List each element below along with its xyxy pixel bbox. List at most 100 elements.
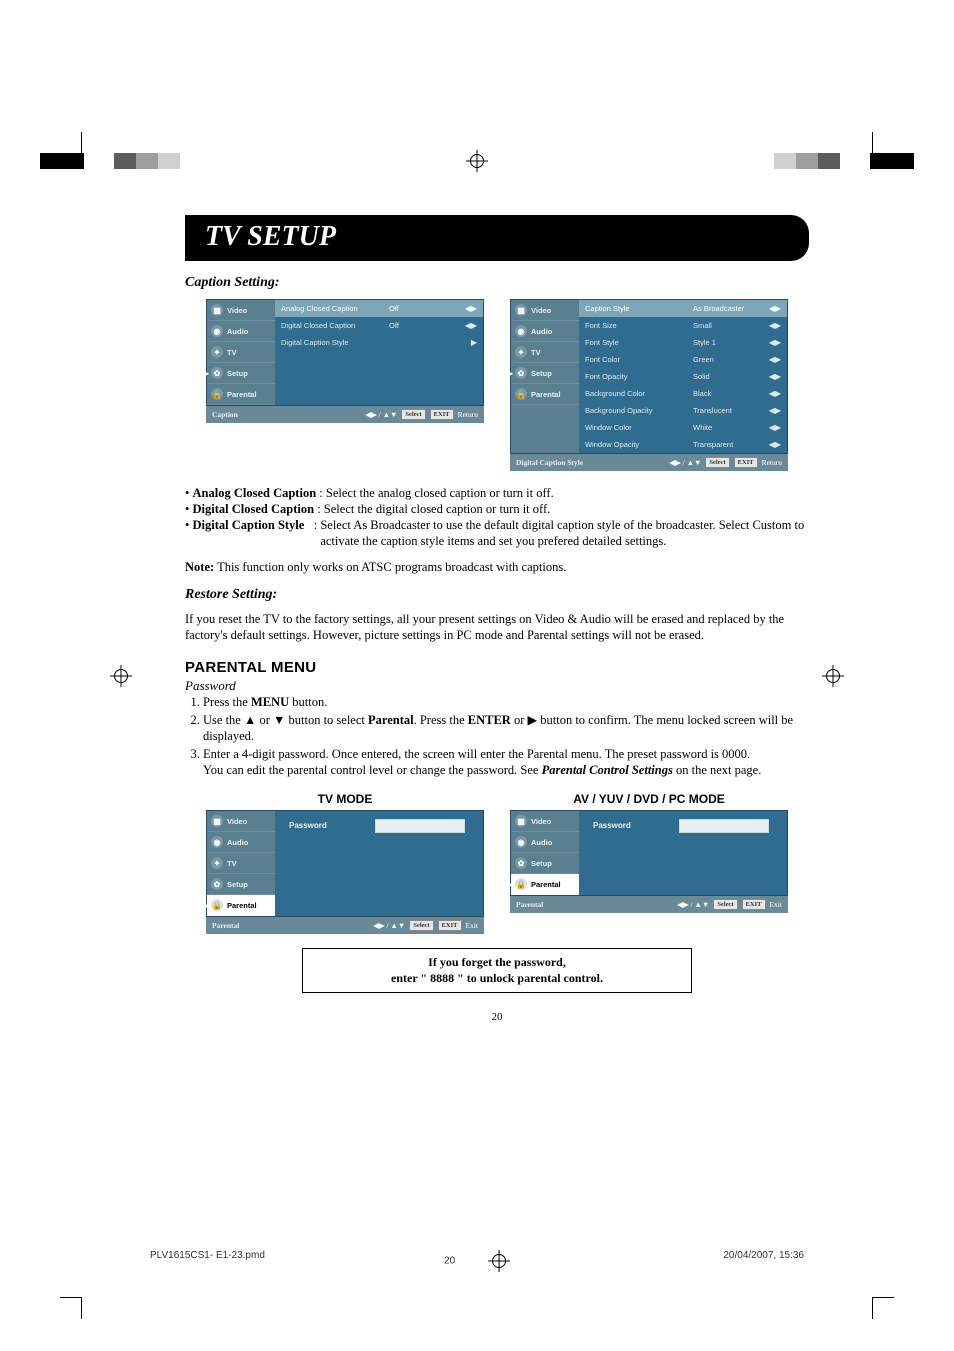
- sidebar-item-video: ▦Video: [207, 300, 275, 321]
- arrow-icon: ◀▶: [769, 304, 781, 313]
- step-1: Press the MENU button.: [203, 694, 809, 710]
- footer-timestamp: 20/04/2007, 15:36: [723, 1250, 804, 1261]
- step-text: Use the ▲ or ▼ button to select: [203, 713, 368, 727]
- arrows-hint: ◀▶ / ▲▼: [373, 921, 405, 930]
- mode-av-col: AV / YUV / DVD / PC MODE ▦Video ◉Audio ✿…: [510, 792, 788, 934]
- sidebar-label: TV: [227, 859, 237, 868]
- osd-row: Window OpacityTransparent◀▶: [579, 436, 787, 453]
- note-label: Note:: [185, 560, 214, 574]
- select-key: Select: [409, 920, 433, 931]
- sidebar-item-setup: ✿Setup: [511, 853, 579, 874]
- sidebar-label: Parental: [227, 901, 257, 910]
- mode-label-av: AV / YUV / DVD / PC MODE: [573, 792, 725, 806]
- restore-heading: Restore Setting:: [185, 587, 809, 603]
- register-target-top: [466, 150, 488, 172]
- crop-mark: [872, 132, 894, 154]
- osd-key: Window Opacity: [585, 440, 685, 449]
- osd-title: Caption: [212, 410, 238, 419]
- sidebar-label: Audio: [227, 327, 248, 336]
- video-icon: ▦: [211, 815, 223, 827]
- sidebar-label: TV: [531, 348, 541, 357]
- osd-value: Translucent: [693, 406, 753, 415]
- osd-value: Black: [693, 389, 753, 398]
- sidebar-item-tv: ✦ TV: [511, 342, 579, 363]
- arrow-icon: ◀▶: [465, 304, 477, 313]
- step-text: . Press the: [414, 713, 468, 727]
- password-input[interactable]: [375, 819, 465, 833]
- osd-footer: Parental ◀▶ / ▲▼ Select EXIT Exit: [206, 917, 484, 934]
- forgot-line-2: enter " 8888 " to unlock parental contro…: [313, 971, 681, 987]
- setup-icon: ✿: [211, 878, 223, 890]
- tv-icon: ✦: [515, 346, 527, 358]
- osd-row: Caption StyleAs Broadcaster◀▶: [579, 300, 787, 317]
- osd-sidebar: ▦Video ◉Audio ✦TV ✿Setup 🔒Parental: [207, 811, 275, 916]
- menu-key: MENU: [251, 695, 289, 709]
- bullet-row: • Digital Caption Style : Select As Broa…: [185, 517, 809, 549]
- bullet-row: • Analog Closed Caption : Select the ana…: [185, 485, 809, 501]
- audio-icon: ◉: [211, 836, 223, 848]
- caption-heading: Caption Setting:: [185, 275, 809, 291]
- step-text: button.: [289, 695, 327, 709]
- caption-note: Note: This function only works on ATSC p…: [185, 559, 809, 575]
- sidebar-item-setup: ✿Setup: [207, 874, 275, 895]
- color-bars-left: [40, 153, 180, 169]
- osd-main: Password: [275, 811, 483, 916]
- setup-icon: ✿: [211, 367, 223, 379]
- video-icon: ▦: [211, 304, 223, 316]
- step-text: You can edit the parental control level …: [203, 763, 542, 777]
- osd-row: Font OpacitySolid◀▶: [579, 368, 787, 385]
- osd-key: Font Opacity: [585, 372, 685, 381]
- osd-title: Digital Caption Style: [516, 458, 583, 467]
- osd-sidebar: ▦Video ◉Audio ✦TV ✿Setup 🔒Parental: [207, 300, 275, 405]
- osd-key: Background Color: [585, 389, 685, 398]
- osd-value: Transparent: [693, 440, 753, 449]
- password-input[interactable]: [679, 819, 769, 833]
- sidebar-item-tv: ✦TV: [207, 342, 275, 363]
- register-target-bottom: [488, 1250, 510, 1272]
- mode-label-tv: TV MODE: [318, 792, 373, 806]
- bullet-row: • Digital Closed Caption : Select the di…: [185, 501, 809, 517]
- osd-row: Background OpacityTranslucent◀▶: [579, 402, 787, 419]
- sidebar-label: Parental: [531, 390, 561, 399]
- osd-value: Off: [389, 321, 449, 330]
- bullet-term: Digital Caption Style: [193, 518, 305, 532]
- osd-key: Window Color: [585, 423, 685, 432]
- osd-caption-menu: ▦Video ◉Audio ✦TV ✿Setup 🔒Parental Analo…: [206, 299, 484, 471]
- osd-footer: Caption ◀▶ / ▲▼ Select EXIT Return: [206, 406, 484, 423]
- tv-icon: ✦: [211, 346, 223, 358]
- setup-icon: ✿: [515, 367, 527, 379]
- sidebar-item-video: ▦Video: [511, 811, 579, 832]
- video-icon: ▦: [515, 815, 527, 827]
- forgot-line-1: If you forget the password,: [313, 955, 681, 971]
- exit-key: EXIT: [438, 920, 462, 931]
- bullet-term: Analog Closed Caption: [193, 486, 317, 500]
- sidebar-label: Audio: [531, 838, 552, 847]
- bullet-desc: Select the digital closed caption or tur…: [324, 501, 809, 517]
- sidebar-label: Video: [531, 306, 551, 315]
- osd-row-caption: ▦Video ◉Audio ✦TV ✿Setup 🔒Parental Analo…: [185, 299, 809, 471]
- crop-mark: [872, 1297, 894, 1319]
- exit-key: EXIT: [742, 899, 766, 910]
- register-target-right: [822, 665, 844, 687]
- lock-icon: 🔒: [515, 388, 527, 400]
- osd-footer: Digital Caption Style ◀▶ / ▲▼ Select EXI…: [510, 454, 788, 471]
- arrow-icon: ◀▶: [769, 423, 781, 432]
- osd-sidebar: ▦Video ◉Audio ✿Setup 🔒Parental: [511, 811, 579, 895]
- tv-icon: ✦: [211, 857, 223, 869]
- page-number: 20: [185, 1011, 809, 1023]
- osd-row: Background ColorBlack◀▶: [579, 385, 787, 402]
- password-subheading: Password: [185, 678, 809, 694]
- osd-key: Font Size: [585, 321, 685, 330]
- step-3: Enter a 4-digit password. Once entered, …: [203, 746, 809, 778]
- osd-value: Small: [693, 321, 753, 330]
- select-key: Select: [401, 409, 425, 420]
- osd-row: Analog Closed Caption Off ◀▶: [275, 300, 483, 317]
- sidebar-item-video: ▦Video: [511, 300, 579, 321]
- osd-value: As Broadcaster: [693, 304, 753, 313]
- sidebar-item-tv: ✦ TV: [207, 853, 275, 874]
- crop-mark: [60, 1297, 82, 1319]
- caption-bullets: • Analog Closed Caption : Select the ana…: [185, 485, 809, 575]
- crop-mark: [60, 132, 82, 154]
- sidebar-item-parental: 🔒 Parental: [511, 384, 579, 405]
- step-2: Use the ▲ or ▼ button to select Parental…: [203, 712, 809, 744]
